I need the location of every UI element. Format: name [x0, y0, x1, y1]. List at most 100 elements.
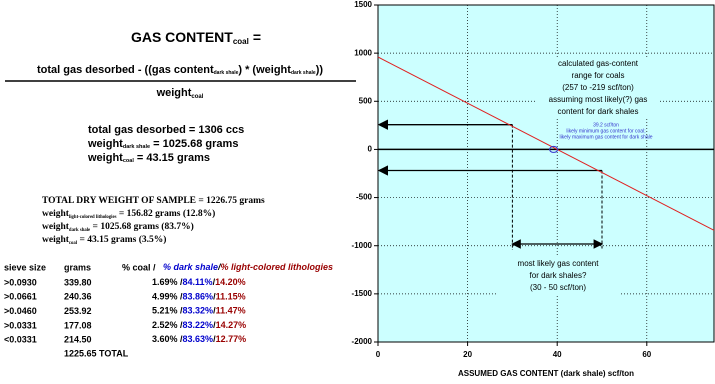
y-tick-label: -1500	[352, 289, 373, 298]
table-cell: /	[213, 320, 216, 330]
table-cell: <0.0331	[4, 335, 37, 345]
left-text: total gas desorbed = 1306 ccsweightdark …	[4, 124, 333, 358]
denominator: weightcoal	[156, 87, 204, 100]
y-tick-label: 1500	[354, 0, 372, 9]
table-cell-group: 2.52% /83.22%/14.27%	[152, 320, 246, 330]
table-total: 1225.65 TOTAL	[64, 348, 129, 358]
table-cell-group: 3.60% /83.63%/12.77%	[152, 335, 246, 345]
den-sub: coal	[191, 94, 203, 100]
den-part: weight	[156, 87, 192, 99]
table-cell-group: 1.69% /84.11%/14.20%	[152, 277, 246, 287]
table-cell: 253.92	[64, 306, 92, 316]
annotation: likely maximum gas content for dark shal…	[559, 134, 652, 140]
table-cell: 83.32%	[183, 306, 214, 316]
text-part: = 1025.68 grams	[150, 138, 238, 150]
annotation: (30 - 50 scf/ton)	[530, 283, 586, 292]
table-cell: 339.80	[64, 277, 92, 287]
num-part: ))	[316, 64, 324, 76]
num-sub: dark shale	[214, 70, 239, 76]
text-part: weight	[42, 222, 70, 232]
y-tick-label: 1000	[354, 48, 372, 57]
table-cell-group: % dark shale/% light-colored lithologies	[163, 262, 333, 272]
text-part: = 43.15 grams (3.5%)	[77, 234, 166, 245]
numerator: total gas desorbed - ((gas contentdark s…	[37, 64, 323, 76]
annotation: content for dark shales	[558, 107, 639, 116]
text-part: = 1025.68 grams (83.7%)	[90, 221, 194, 232]
annotation: (257 to -219 scf/ton)	[562, 83, 634, 92]
table-cell: /	[213, 292, 216, 302]
x-tick-label: 0	[376, 350, 381, 359]
info-line: total gas desorbed = 1306 ccs	[88, 124, 244, 136]
text-part: = 156.82 grams (12.8%)	[116, 208, 215, 219]
text-part: TOTAL DRY WEIGHT OF SAMPLE = 1226.75 gra…	[42, 196, 265, 206]
num-part: ) * (weight	[238, 64, 291, 76]
y-tick-label: -2000	[352, 337, 373, 346]
subscript: coal	[69, 241, 78, 246]
y-tick-label: -500	[356, 193, 373, 202]
table-cell: 4.99% /	[152, 292, 183, 302]
table-cell: % coal /	[122, 262, 156, 272]
table-cell: 83.86%	[183, 292, 214, 302]
chart: -2000 -1500 -1000 -500 0 500 1000 1500 0 20 40 60 AS…	[352, 0, 715, 378]
table-cell: 14.27%	[216, 320, 247, 330]
table-cell: 84.11%	[183, 277, 213, 287]
annotation: most likely gas content	[518, 259, 600, 268]
text-part: weight	[87, 152, 123, 164]
table-cell: 1.69% /	[152, 277, 183, 287]
text-part: = 43.15 grams	[134, 152, 210, 164]
annotation-box	[496, 257, 620, 295]
text-part: weight	[42, 235, 70, 245]
formula-title: GAS CONTENTcoal =	[131, 29, 261, 46]
x-tick-label: 40	[553, 350, 562, 359]
table-cell: 5.21% /	[152, 306, 183, 316]
table-cell: sieve size	[4, 262, 46, 272]
text-part: weight	[87, 138, 123, 150]
table-cell: grams	[64, 262, 91, 272]
table-cell: >0.0661	[4, 292, 37, 302]
info-line: TOTAL DRY WEIGHT OF SAMPLE = 1226.75 gra…	[42, 196, 265, 206]
table-cell: 12.77%	[216, 335, 247, 345]
title-sub: coal	[233, 37, 249, 46]
table-cell: >0.0460	[4, 306, 37, 316]
table-cell: 2.52% /	[152, 320, 183, 330]
annotation: 39.2 scf/ton	[593, 122, 619, 128]
x-tick-label: 20	[463, 350, 472, 359]
text-part: total gas desorbed = 1306 ccs	[88, 124, 244, 136]
data-line	[377, 56, 715, 231]
table-cell: 11.15%	[216, 292, 246, 302]
y-tick-label: 500	[359, 96, 373, 105]
annotation: assuming most likely(?) gas	[549, 95, 648, 104]
table-cell-group: 5.21% /83.32%/11.47%	[152, 306, 246, 316]
info-line: weightcoal = 43.15 grams	[87, 152, 210, 165]
table-cell: 240.36	[64, 292, 92, 302]
annotation: likely minimum gas content for coal;	[566, 128, 645, 134]
table-cell: 14.20%	[215, 277, 246, 287]
table-cell: % dark shale	[163, 262, 218, 272]
subscript: coal	[123, 158, 134, 164]
table-cell: 214.50	[64, 335, 92, 345]
table-cell: 83.22%	[183, 320, 214, 330]
table-cell: % light-colored lithologies	[221, 262, 334, 272]
subscript: dark shale	[123, 144, 150, 150]
annotation: calculated gas-content	[558, 59, 639, 68]
annotation-box	[536, 57, 660, 119]
equals: =	[253, 29, 261, 45]
text-part: weight	[42, 209, 70, 219]
y-tick-label: 0	[368, 145, 373, 154]
info-line: weightcoal = 43.15 grams (3.5%)	[42, 234, 166, 246]
info-line: weightdark shale = 1025.68 grams (83.7%)	[42, 221, 194, 233]
subscript: light-colored lithologies	[69, 215, 117, 220]
table-cell-group: 4.99% /83.86%/11.15%	[152, 292, 246, 302]
y-tick-label: -1000	[352, 241, 373, 250]
num-part: total gas desorbed - ((gas content	[37, 64, 214, 76]
table-cell: /	[213, 335, 216, 345]
info-line: weightlight-colored lithologies = 156.82…	[42, 208, 215, 220]
table-cell: 11.47%	[216, 306, 246, 316]
table-cell: 3.60% /	[152, 335, 183, 345]
table-cell: >0.0331	[4, 320, 37, 330]
table-cell: 177.08	[64, 320, 92, 330]
x-axis-label: ASSUMED GAS CONTENT (dark shale) scf/ton	[458, 369, 634, 378]
info-line: weightdark shale = 1025.68 grams	[87, 138, 238, 151]
num-sub: dark shale	[291, 70, 316, 76]
